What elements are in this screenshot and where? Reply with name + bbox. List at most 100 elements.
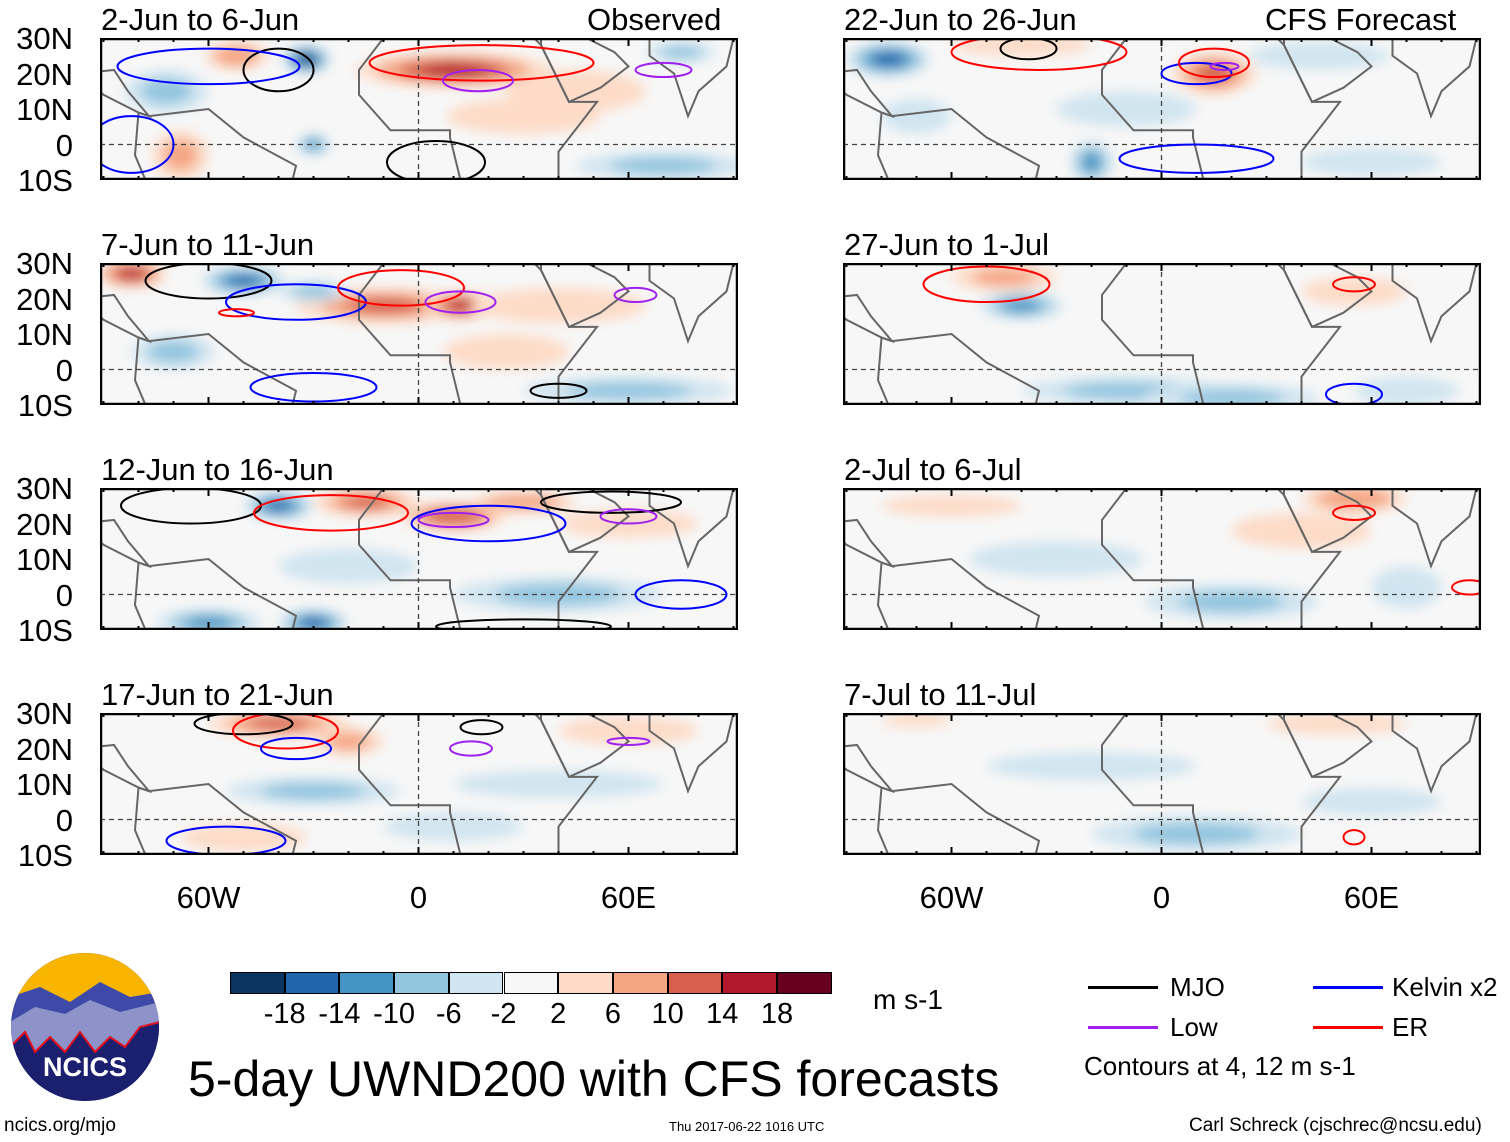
wind-anomaly-mark	[660, 45, 702, 59]
mjo-contour	[144, 263, 273, 300]
map-panel-observed	[100, 488, 738, 630]
coastline	[876, 557, 1041, 630]
low-contour	[634, 61, 693, 79]
coastline	[1391, 488, 1478, 569]
wind-anomaly-mark	[278, 548, 419, 584]
lat-label: 0	[55, 802, 73, 838]
lat-label: 10N	[16, 317, 73, 352]
legend-kelvin-line	[1313, 986, 1383, 989]
er-contour	[1178, 47, 1250, 79]
colorbar-swatch	[284, 972, 340, 994]
colorbar-label: -10	[373, 998, 416, 1030]
lat-label: 20N	[16, 506, 73, 542]
coastline	[648, 263, 735, 344]
lat-label: 30N	[16, 471, 73, 506]
mjo-contour	[999, 38, 1058, 61]
coastline	[843, 518, 896, 569]
lat-label: 10S	[17, 838, 73, 873]
colorbar-label: 6	[604, 998, 621, 1030]
footer-url[interactable]: ncics.org/mjo	[4, 1115, 116, 1136]
wind-anomaly-mark	[163, 140, 198, 171]
kelvin-contour	[100, 115, 175, 174]
coastline	[876, 107, 1041, 180]
coastline	[100, 68, 153, 119]
lat-label: 20N	[16, 281, 73, 317]
coastline	[540, 38, 631, 104]
legend-kelvin: Kelvin x2	[1392, 972, 1498, 1002]
lon-label: 0	[409, 880, 428, 915]
mjo-contour	[242, 47, 315, 93]
lat-label: 0	[55, 352, 73, 388]
lon-label: 60E	[1343, 880, 1400, 915]
lat-label: 10S	[17, 163, 73, 198]
colorbar-swatch	[558, 972, 613, 994]
contour-note: Contours at 4, 12 m s-1	[1084, 1051, 1356, 1081]
coastline	[133, 107, 298, 180]
lon-label: 60E	[600, 880, 657, 915]
kelvin-contour	[116, 47, 301, 86]
ncics-logo: NCICS	[11, 953, 159, 1101]
coastline	[100, 743, 153, 794]
coastline	[843, 293, 896, 344]
lat-label: 20N	[16, 731, 73, 767]
observed-label: Observed	[587, 2, 722, 37]
panel-title: 7-Jun to 11-Jun	[101, 227, 315, 262]
lat-label: 20N	[16, 56, 73, 92]
colorbar-label: 14	[706, 998, 739, 1030]
wind-anomaly-mark	[1133, 823, 1260, 845]
map-panel-observed	[100, 38, 738, 180]
wind-anomaly-mark	[141, 78, 192, 105]
mjo-contour	[540, 490, 682, 514]
panel-title: 12-Jun to 16-Jun	[101, 452, 334, 487]
wind-anomaly-mark	[495, 583, 622, 606]
colorbar-swatch	[230, 972, 285, 994]
wind-anomaly-mark	[1082, 153, 1101, 172]
colorbar-swatch	[503, 972, 559, 994]
coastline	[358, 263, 600, 405]
panel-title: 2-Jun to 6-Jun	[101, 2, 300, 37]
coastline	[1283, 263, 1374, 329]
colorbar-swatch	[339, 972, 395, 994]
coastline	[358, 713, 600, 855]
colorbar-swatch	[722, 972, 777, 994]
logo-text: NCICS	[43, 1052, 127, 1082]
wind-anomaly-mark	[448, 300, 473, 311]
coastline	[648, 38, 735, 119]
wind-anomaly-mark	[1301, 787, 1442, 816]
coastline	[540, 488, 631, 554]
wind-anomaly-mark	[874, 53, 903, 66]
low-contour	[606, 736, 651, 746]
panel-title: 17-Jun to 21-Jun	[101, 677, 334, 712]
legend-low-line	[1088, 1026, 1158, 1029]
er-contour	[368, 44, 595, 82]
mjo-contour	[435, 618, 612, 630]
forecast-label: CFS Forecast	[1265, 2, 1457, 37]
coastline	[1391, 263, 1478, 344]
low-contour	[613, 286, 658, 304]
coastline	[1283, 713, 1374, 779]
lon-label: 60W	[176, 880, 241, 915]
colorbar-swatch	[667, 972, 723, 994]
kelvin-contour	[634, 579, 728, 610]
kelvin-contour	[165, 825, 287, 855]
low-contour	[1209, 61, 1240, 71]
wind-anomaly-mark	[306, 139, 321, 150]
wind-anomaly-mark	[292, 285, 335, 298]
coastline	[1101, 713, 1343, 855]
colorbar-label: 2	[550, 998, 567, 1030]
coastline	[133, 332, 298, 405]
coastline	[100, 293, 153, 344]
colorbar-swatch	[448, 972, 504, 994]
lat-label: 10N	[16, 767, 73, 802]
er-contour	[1451, 579, 1481, 596]
map-panel-observed	[100, 263, 738, 405]
er-contour	[253, 494, 409, 532]
coastline	[648, 713, 735, 794]
er-contour	[1332, 504, 1376, 521]
map-panel-forecast	[843, 263, 1481, 405]
coastline	[540, 713, 631, 779]
lon-label: 0	[1152, 880, 1171, 915]
colorbar-label: 10	[651, 998, 684, 1030]
footer-timestamp: Thu 2017-06-22 1016 UTC	[669, 1119, 825, 1134]
